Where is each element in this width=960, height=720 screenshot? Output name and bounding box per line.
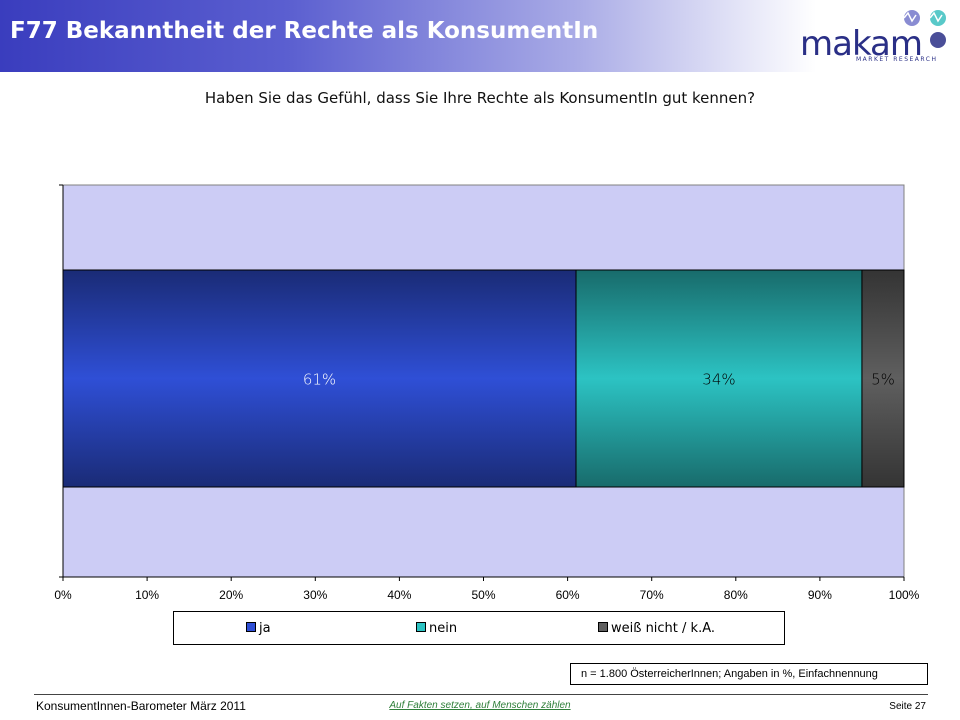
stacked-bar-chart: 61% 34% 5% 0% 10% 20% 30% 40% 50% 60% 70% 80% 90% 10… (54, 184, 920, 602)
legend-label-nein: nein (429, 621, 458, 636)
legend-item-nein: nein (416, 621, 457, 636)
legend-item-weiss-nicht: weiß nicht / k.A. (598, 621, 715, 636)
x-tick-label: 0% (54, 588, 72, 602)
logo-mark-icon (903, 10, 946, 48)
footer-divider (34, 694, 928, 695)
header-banner: F77 Bekanntheit der Rechte als Konsument… (0, 0, 960, 72)
x-tick-label: 10% (135, 588, 159, 602)
chart-legend: ja nein weiß nicht / k.A. (173, 611, 785, 645)
footer-page-number: Seite 27 (889, 701, 926, 712)
x-tick-label: 100% (889, 588, 920, 602)
legend-label-ja: ja (259, 621, 271, 636)
legend-swatch-ja (246, 622, 256, 632)
x-tick-label: 80% (724, 588, 748, 602)
x-tick-label: 20% (219, 588, 243, 602)
data-label-3: 5% (871, 371, 895, 389)
makam-logo: makam MARKET RESEARCH (800, 6, 952, 66)
legend-label-weiss-nicht: weiß nicht / k.A. (611, 621, 715, 636)
page-title: F77 Bekanntheit der Rechte als Konsument… (10, 18, 599, 44)
footer-slogan: Auf Fakten setzen, auf Menschen zählen (389, 700, 571, 711)
x-tick-label: 50% (471, 588, 495, 602)
logo-wordmark: makam (800, 24, 923, 64)
legend-swatch-weiss-nicht (598, 622, 608, 632)
logo-subtitle: MARKET RESEARCH (856, 56, 938, 63)
sample-note: n = 1.800 ÖsterreicherInnen; Angaben in … (570, 663, 928, 685)
legend-item-ja: ja (246, 621, 271, 636)
x-tick-label: 30% (303, 588, 327, 602)
survey-question: Haben Sie das Gefühl, dass Sie Ihre Rech… (204, 89, 756, 107)
bar-segment-1 (62, 269, 577, 488)
legend-swatch-nein (416, 622, 426, 632)
x-tick-label: 70% (640, 588, 664, 602)
x-tick-label: 60% (556, 588, 580, 602)
footer-report-name: KonsumentInnen-Barometer März 2011 (36, 699, 246, 713)
x-tick-label: 90% (808, 588, 832, 602)
data-label-1: 61% (303, 371, 336, 389)
data-label-2: 34% (702, 371, 735, 389)
bar-segment-2 (575, 269, 863, 488)
x-tick-label: 40% (387, 588, 411, 602)
bar-segment-3 (861, 269, 905, 488)
